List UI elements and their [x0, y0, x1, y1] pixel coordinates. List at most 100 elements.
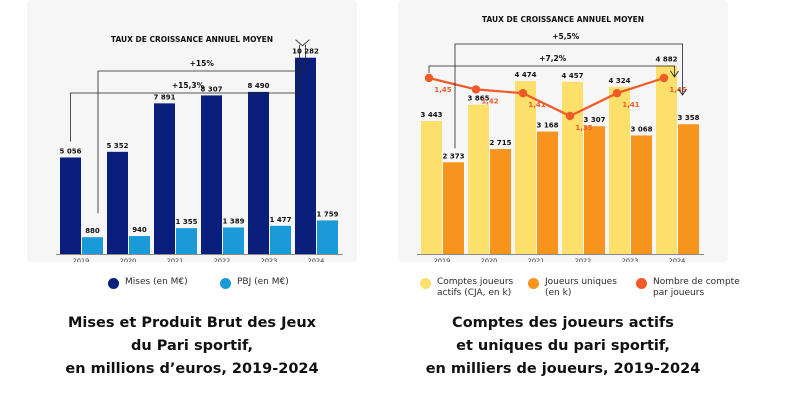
x-tick-2019: 2019 [73, 257, 90, 262]
legend-label-cja-line2: actifs (CJA, en k) [437, 288, 512, 298]
ratio-point-2022 [565, 111, 575, 121]
left-caption-line2: du Pari sportif, [131, 338, 253, 354]
legend-label-ratio-line2: par joueurs [653, 288, 705, 298]
bar-cja-2020 [468, 104, 489, 254]
arrow-head-right-2 [678, 88, 687, 96]
growth-bracket-5-5 [454, 43, 683, 149]
bar-pbj-2024 [317, 220, 338, 254]
bar-uniques-2019 [443, 162, 464, 254]
x-tick-2022: 2022 [214, 257, 231, 262]
x-tick-2024: 2024 [308, 257, 325, 262]
bar-mises-2024 [295, 57, 316, 254]
right-caption-line3: en milliers de joueurs, 2019-2024 [425, 361, 701, 377]
bar-mises-2022 [201, 95, 222, 254]
data-label-pbj-2023: 1 477 [270, 216, 292, 224]
data-label-cja-2022: 4 457 [562, 72, 584, 80]
growth-bracket-15-3 [70, 44, 300, 142]
legend-swatch-mises [108, 278, 119, 289]
legend-label-mises: Mises (en M€) [125, 277, 188, 287]
bar-cja-2022 [562, 81, 583, 254]
data-label-uniques-2023: 3 068 [631, 125, 653, 133]
data-label-mises-2023: 8 490 [248, 82, 270, 90]
data-label-cja-2020: 3 865 [468, 95, 490, 103]
data-label-mises-2021: 7 891 [154, 93, 176, 101]
ratio-label-2022: 1,35 [575, 124, 592, 132]
ratio-point-2020 [471, 85, 481, 94]
ratio-label-2020: 1,42 [481, 97, 498, 105]
legend-item-cja: Comptes joueurs actifs (CJA, en k) [420, 277, 513, 299]
legend-item-uniques: Joueurs uniques (en k) [528, 277, 617, 299]
x-tick-2024: 2024 [669, 257, 686, 262]
data-label-mises-2019: 5 056 [60, 147, 82, 155]
legend-item-mises: Mises (en M€) [108, 277, 188, 289]
right-caption: Comptes des joueurs actifs et uniques du… [398, 312, 728, 381]
growth-label-15-3: +15,3% [172, 81, 205, 90]
left-caption-line1: Mises et Produit Brut des Jeux [67, 315, 317, 331]
bar-pbj-2019 [82, 237, 103, 254]
data-label-mises-2022: 8 307 [201, 85, 223, 93]
data-label-uniques-2020: 2 715 [490, 139, 512, 147]
bar-mises-2020 [107, 151, 128, 254]
x-tick-2023: 2023 [622, 257, 639, 262]
x-tick-2023: 2023 [261, 257, 278, 262]
bar-uniques-2021 [537, 131, 558, 254]
left-chart-card: TAUX DE CROISSANCE ANNUEL MOYEN 5 056 880 2… [27, 0, 357, 262]
left-caption: Mises et Produit Brut des Jeux du Pari s… [27, 312, 357, 381]
legend-label-uniques-line2: (en k) [545, 288, 572, 298]
legend-item-ratio: Nombre de compte par joueurs [636, 277, 740, 299]
legend-label-ratio-line1: Nombre de compte [653, 277, 740, 287]
data-label-cja-2023: 4 324 [609, 77, 631, 85]
ratio-label-2024: 1,45 [669, 86, 686, 94]
data-label-mises-2020: 5 352 [107, 142, 129, 150]
bar-uniques-2020 [490, 149, 511, 254]
data-label-pbj-2022: 1 389 [223, 217, 245, 225]
ratio-label-2019: 1,45 [434, 86, 451, 94]
ratio-point-2024 [659, 73, 669, 83]
bar-cja-2019 [421, 120, 442, 254]
growth-label-7-2: +7,2% [539, 54, 567, 63]
ratio-point-2021 [518, 89, 528, 98]
bar-cja-2021 [515, 81, 536, 255]
data-label-cja-2021: 4 474 [515, 71, 537, 79]
bar-pbj-2020 [129, 236, 150, 254]
x-tick-2020: 2020 [120, 257, 137, 262]
ratio-label-2023: 1,41 [622, 101, 639, 109]
legend-label-pbj: PBJ (en M€) [237, 277, 289, 287]
ratio-point-2019 [424, 73, 434, 83]
x-tick-2021: 2021 [167, 257, 184, 262]
data-label-uniques-2021: 3 168 [537, 122, 559, 130]
right-chart-card: TAUX DE CROISSANCE ANNUEL MOYEN 3 443 2 37… [398, 0, 728, 262]
data-label-uniques-2022: 3 307 [584, 116, 606, 124]
left-chart-title: TAUX DE CROISSANCE ANNUEL MOYEN [111, 35, 273, 44]
right-caption-line2: et uniques du pari sportif, [456, 338, 670, 354]
legend-swatch-ratio [636, 278, 647, 289]
x-tick-2022: 2022 [575, 257, 592, 262]
bar-pbj-2021 [176, 228, 197, 254]
legend-swatch-cja [420, 278, 431, 289]
legend-label-cja-line1: Comptes joueurs [437, 277, 514, 287]
legend-label-uniques-line1: Joueurs uniques [545, 277, 617, 287]
arrow-head-right-1 [670, 70, 679, 78]
data-label-pbj-2019: 880 [85, 227, 100, 235]
data-label-pbj-2020: 940 [132, 226, 147, 234]
bar-pbj-2022 [223, 227, 244, 254]
ratio-line [428, 76, 665, 118]
ratio-label-2021: 1,41 [528, 101, 545, 109]
bar-mises-2021 [154, 103, 175, 254]
bar-cja-2024 [656, 65, 677, 254]
legend-item-pbj: PBJ (en M€) [220, 277, 289, 289]
data-label-cja-2024: 4 882 [656, 55, 678, 63]
data-label-cja-2019: 3 443 [421, 111, 443, 119]
data-label-uniques-2024: 3 358 [678, 114, 700, 122]
left-chart: TAUX DE CROISSANCE ANNUEL MOYEN 5 056 880 2… [56, 35, 343, 262]
x-tick-2020: 2020 [481, 257, 498, 262]
bar-mises-2019 [60, 157, 81, 254]
ratio-point-2023 [612, 89, 622, 98]
bar-pbj-2023 [270, 225, 291, 254]
right-caption-line1: Comptes des joueurs actifs [452, 315, 674, 331]
bar-uniques-2022 [584, 126, 605, 254]
bar-cja-2023 [609, 86, 630, 254]
legend-swatch-pbj [220, 278, 231, 289]
growth-label-5-5: +5,5% [552, 32, 580, 41]
right-chart: TAUX DE CROISSANCE ANNUEL MOYEN 3 443 2 37… [417, 15, 704, 262]
